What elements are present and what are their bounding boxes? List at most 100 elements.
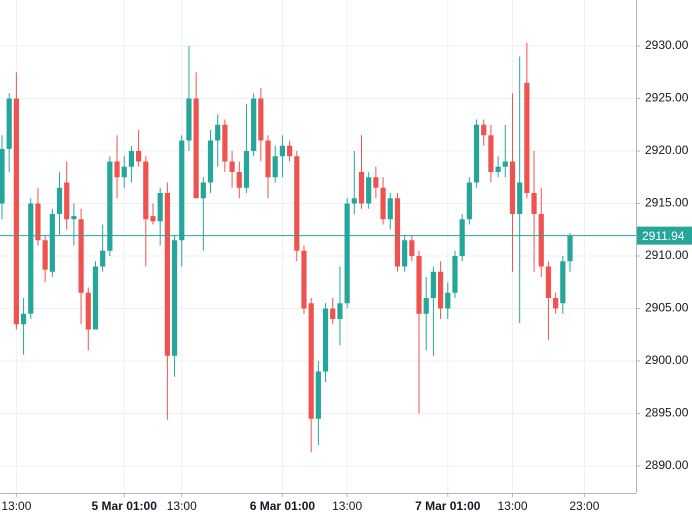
candle-body xyxy=(373,177,379,188)
candle-body xyxy=(136,150,142,162)
candle-body xyxy=(488,135,494,172)
y-tick-label: 2915.00 xyxy=(645,196,689,210)
y-tick-label: 2900.00 xyxy=(645,353,689,367)
candle-body xyxy=(545,266,552,299)
candle-body xyxy=(193,98,199,199)
candle-body xyxy=(495,166,501,172)
candle-body xyxy=(531,192,537,215)
candle-body xyxy=(200,182,206,199)
candle-body xyxy=(64,182,70,220)
candle-body xyxy=(92,266,99,330)
x-tick-label: 13:00 xyxy=(332,499,362,513)
candle-body xyxy=(179,140,185,241)
x-tick-label: 5 Mar 01:00 xyxy=(92,499,158,513)
candle-body xyxy=(222,124,228,162)
candle-body xyxy=(380,187,386,220)
candle-body xyxy=(423,298,429,314)
candle-body xyxy=(157,192,163,222)
y-tick-label: 2925.00 xyxy=(645,91,689,105)
candle-body xyxy=(243,150,250,188)
candle-body xyxy=(445,292,451,309)
candle-body xyxy=(13,98,19,325)
candle-body xyxy=(171,240,178,356)
candle-body xyxy=(229,161,235,172)
candle-body xyxy=(430,271,436,299)
candle-body xyxy=(308,303,314,419)
candle-body xyxy=(509,161,516,215)
y-tick-label: 2920.00 xyxy=(645,143,689,157)
candle-body xyxy=(459,219,465,257)
candle-body xyxy=(186,98,192,141)
candle-body xyxy=(337,303,343,320)
candle-body xyxy=(143,161,149,220)
candle-body xyxy=(394,198,401,267)
candle-body xyxy=(538,214,544,267)
candle-body xyxy=(301,250,307,309)
candle-body xyxy=(164,192,170,356)
x-tick-label: 13:00 xyxy=(167,499,197,513)
candle-body xyxy=(502,161,508,167)
candle-body xyxy=(236,171,242,188)
candle-body xyxy=(42,240,48,270)
candle-body xyxy=(358,171,365,204)
candle-body xyxy=(473,124,480,183)
x-tick-label: 13:00 xyxy=(1,499,31,513)
x-tick-label: 6 Mar 01:00 xyxy=(250,499,316,513)
candle-body xyxy=(560,261,566,304)
candle-body xyxy=(272,156,278,178)
candle-body xyxy=(121,166,127,178)
candle-body xyxy=(287,145,293,157)
candle-body xyxy=(0,148,5,204)
candle-body xyxy=(366,177,372,204)
x-tick-label: 13:00 xyxy=(497,499,527,513)
candle-body xyxy=(351,198,357,204)
y-tick-label: 2895.00 xyxy=(645,406,689,420)
y-tick-label: 2890.00 xyxy=(645,458,689,472)
candle-body xyxy=(150,216,156,222)
candle-body xyxy=(265,140,271,178)
candle-body xyxy=(128,150,135,167)
candle-body xyxy=(71,216,77,220)
y-tick-label: 2930.00 xyxy=(645,38,689,52)
candle-body xyxy=(114,161,120,178)
y-tick-label: 2905.00 xyxy=(645,301,689,315)
candle-body xyxy=(294,156,300,251)
candle-body xyxy=(517,182,523,215)
candle-body xyxy=(215,124,221,141)
candle-body xyxy=(251,98,257,151)
last-price-label: 2911.94 xyxy=(642,229,685,243)
candle-body xyxy=(28,203,34,314)
candle-body xyxy=(100,250,106,267)
candle-body xyxy=(524,82,530,193)
candles xyxy=(0,42,573,453)
y-tick-label: 2910.00 xyxy=(645,248,689,262)
candle-body xyxy=(553,298,559,309)
candle-body xyxy=(409,240,415,257)
x-tick-label: 23:00 xyxy=(569,499,599,513)
candle-body xyxy=(56,187,63,215)
candle-body xyxy=(315,371,321,419)
candle-body xyxy=(481,124,487,136)
candle-body xyxy=(279,145,286,157)
candle-body xyxy=(416,256,422,314)
candle-body xyxy=(85,292,91,330)
candle-body xyxy=(49,214,55,272)
candle-body xyxy=(107,161,113,251)
candle-body xyxy=(258,98,264,141)
candle-body xyxy=(402,240,408,267)
x-tick-label: 7 Mar 01:00 xyxy=(415,499,481,513)
candle-body xyxy=(330,308,336,320)
candle-body xyxy=(344,203,350,304)
candle-body xyxy=(35,203,41,241)
candle-body xyxy=(78,219,84,293)
candle-body xyxy=(466,182,472,220)
candle-body xyxy=(6,98,12,149)
candle-body xyxy=(452,256,458,293)
candle-body xyxy=(322,308,329,372)
candle-body xyxy=(387,198,393,220)
last-price-tag xyxy=(636,226,692,245)
candle-body xyxy=(567,235,573,262)
candle-body xyxy=(437,271,444,309)
candle-body xyxy=(207,140,214,183)
